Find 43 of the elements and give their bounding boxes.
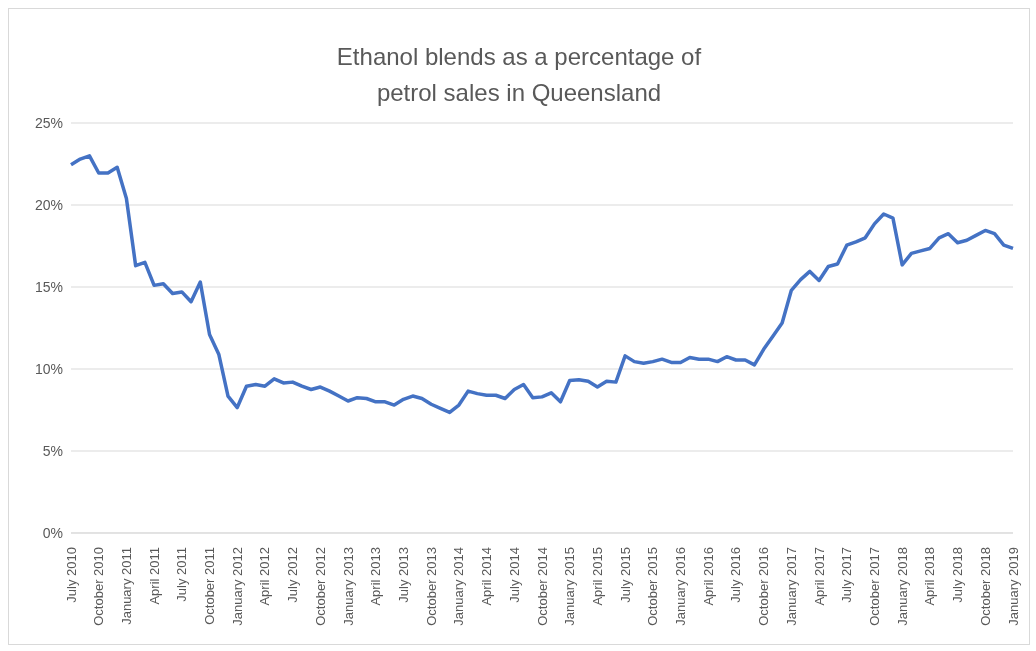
x-tick-label: October 2012 xyxy=(312,547,328,626)
x-tick-label: July 2018 xyxy=(950,547,966,603)
x-tick-label: April 2015 xyxy=(589,547,605,606)
x-tick-label: April 2013 xyxy=(368,547,384,606)
x-tick-label: July 2013 xyxy=(395,547,411,603)
chart-title: Ethanol blends as a percentage of petrol sales in Queensland xyxy=(335,42,703,108)
x-tick-label: April 2018 xyxy=(922,547,938,606)
line-series xyxy=(69,154,1015,415)
y-tick-label: 20% xyxy=(34,196,63,213)
x-tick-label: October 2015 xyxy=(645,547,661,626)
y-tick-label: 15% xyxy=(34,278,63,295)
x-tick-label: January 2011 xyxy=(118,547,134,625)
x-tick-label: April 2014 xyxy=(479,547,495,606)
x-tick-label: April 2011 xyxy=(146,547,162,605)
y-tick-label: 0% xyxy=(42,524,63,541)
x-tick-label: April 2016 xyxy=(700,547,716,606)
x-tick-label: October 2014 xyxy=(534,547,550,626)
x-tick-label: July 2014 xyxy=(506,547,522,603)
x-tick-label: January 2015 xyxy=(562,547,578,626)
x-tick-label: October 2013 xyxy=(423,547,439,626)
x-tick-label: July 2016 xyxy=(728,547,744,603)
x-tick-label: January 2012 xyxy=(229,547,245,626)
x-tick-label: October 2017 xyxy=(866,547,882,626)
x-tick-label: January 2018 xyxy=(894,547,910,626)
x-tick-label: January 2016 xyxy=(673,547,689,626)
y-tick-label: 10% xyxy=(34,360,63,377)
x-tick-label: July 2011 xyxy=(174,547,190,602)
x-tick-label: April 2012 xyxy=(257,547,273,606)
x-tick-label: October 2016 xyxy=(756,547,772,626)
x-tick-label: January 2017 xyxy=(783,547,799,626)
y-tick-label: 25% xyxy=(34,114,63,131)
x-tick-label: July 2012 xyxy=(285,547,301,603)
x-tick-label: October 2010 xyxy=(91,547,107,626)
x-tick-label: January 2013 xyxy=(340,547,356,626)
x-tick-label: July 2015 xyxy=(617,547,633,603)
y-tick-label: 5% xyxy=(42,442,63,459)
x-tick-label: January 2014 xyxy=(451,547,467,626)
x-tick-label: July 2017 xyxy=(839,547,855,603)
x-tick-label: January 2019 xyxy=(1005,547,1021,626)
x-tick-label: October 2018 xyxy=(977,547,993,626)
x-tick-label: July 2010 xyxy=(63,547,79,603)
x-tick-label: October 2011 xyxy=(202,547,218,625)
x-tick-label: April 2017 xyxy=(811,547,827,606)
